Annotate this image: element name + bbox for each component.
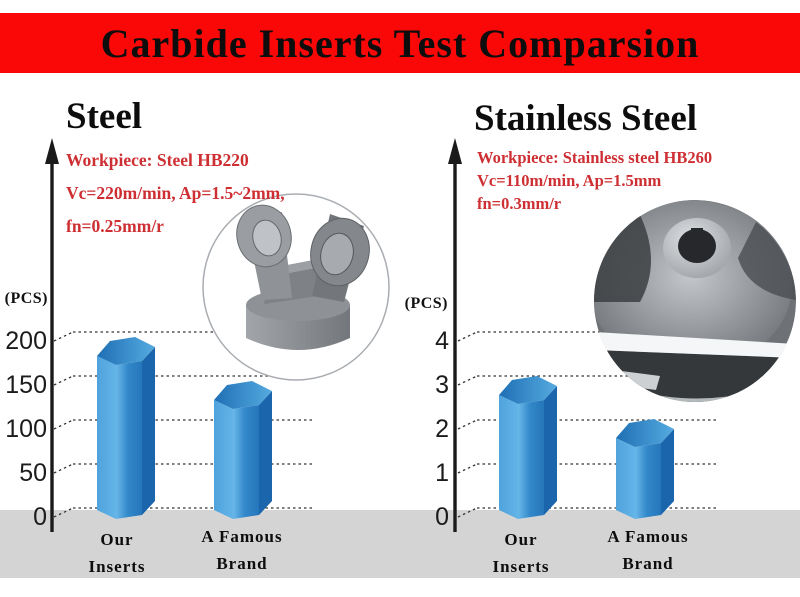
stainless-category-brand-line1: A Famous <box>607 527 689 546</box>
page-title: Carbide Inserts Test Comparsion <box>100 20 700 66</box>
steel-workpiece-image <box>202 193 390 381</box>
steel-bar-famous-brand <box>214 381 272 519</box>
info-line: fn=0.3mm/r <box>477 194 562 213</box>
stainless-ytick-1: 1 <box>435 459 449 487</box>
info-line: Vc=110m/min, Ap=1.5mm <box>477 171 662 190</box>
steel-category-brand-line1: A Famous <box>201 527 283 546</box>
stainless-ytick-2: 2 <box>435 415 449 443</box>
steel-ytick-100: 100 <box>5 415 47 443</box>
stainless-workpiece-image <box>594 200 796 402</box>
footer-band <box>0 510 800 578</box>
stainless-y-axis <box>448 138 462 532</box>
steel-category-brand-line2: Brand <box>216 554 268 573</box>
steel-ytick-50: 50 <box>19 459 47 487</box>
stainless-category-our-line2: Inserts <box>492 557 550 576</box>
stainless-workpiece-info: Workpiece: Stainless steel HB260 Vc=110m… <box>477 146 712 215</box>
stainless-axis-unit-label: (PCS) <box>404 295 448 312</box>
stainless-ytick-0: 0 <box>435 503 449 531</box>
info-line: fn=0.25mm/r <box>66 216 164 236</box>
stainless-category-brand-line2: Brand <box>622 554 674 573</box>
stainless-bar-our-inserts <box>499 376 557 519</box>
steel-axis-unit-label: (PCS) <box>4 290 48 307</box>
steel-workpiece-info: Workpiece: Steel HB220 Vc=220m/min, Ap=1… <box>66 144 285 243</box>
section-heading-steel: Steel <box>66 96 143 137</box>
section-heading-stainless: Stainless Steel <box>474 98 698 139</box>
steel-ytick-0: 0 <box>33 503 47 531</box>
stainless-category-our-line1: Our <box>504 530 538 549</box>
stainless-ytick-3: 3 <box>435 371 449 399</box>
steel-y-axis <box>45 138 59 532</box>
info-line: Workpiece: Stainless steel HB260 <box>477 148 713 167</box>
stainless-bar-famous-brand <box>616 419 674 519</box>
steel-ytick-150: 150 <box>5 371 47 399</box>
info-line: Workpiece: Steel HB220 <box>66 150 249 170</box>
info-line: Vc=220m/min, Ap=1.5~2mm, <box>66 183 285 203</box>
stainless-ytick-4: 4 <box>435 327 449 355</box>
steel-category-our-line1: Our <box>100 530 134 549</box>
title-banner: Carbide Inserts Test Comparsion <box>0 13 800 73</box>
steel-ytick-200: 200 <box>5 327 47 355</box>
steel-category-our-line2: Inserts <box>88 557 146 576</box>
steel-bar-our-inserts <box>97 337 155 519</box>
